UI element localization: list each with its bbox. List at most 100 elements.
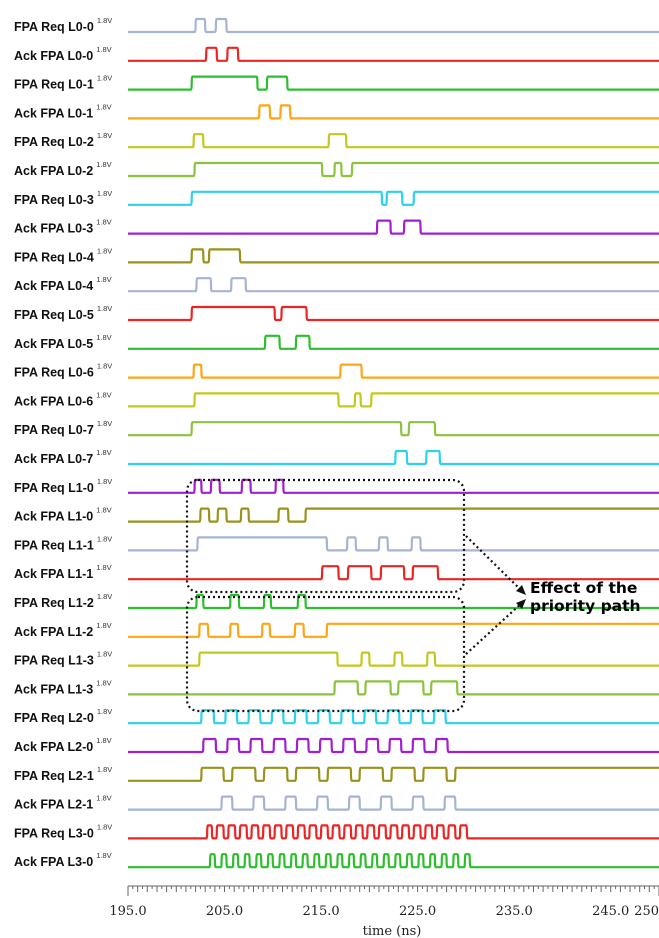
waveform-ack-fpa-l2-0 (128, 739, 659, 752)
waveform-fpa-req-l0-0 (128, 19, 659, 32)
voltage-label: 1.8V (97, 74, 112, 83)
signal-traces (128, 19, 659, 867)
voltage-label: 1.8V (97, 650, 112, 659)
waveform-ack-fpa-l0-3 (128, 221, 659, 234)
signal-label-ack-fpa-l1-3: Ack FPA L1-3 (14, 682, 93, 696)
signal-label-ack-fpa-l0-2: Ack FPA L0-2 (14, 164, 93, 178)
waveform-fpa-req-l0-2 (128, 134, 659, 147)
signal-label-ack-fpa-l1-2: Ack FPA L1-2 (14, 625, 93, 639)
voltage-label: 1.8V (96, 851, 111, 860)
voltage-label: 1.8V (96, 218, 111, 227)
waveform-ack-fpa-l0-0 (128, 48, 659, 61)
voltage-label: 1.8V (97, 131, 112, 140)
signal-label-fpa-req-l0-7: FPA Req L0-7 (14, 423, 94, 437)
signal-label-fpa-req-l0-6: FPA Req L0-6 (14, 366, 94, 380)
voltage-label: 1.8V (96, 160, 111, 169)
signal-label-fpa-req-l1-2: FPA Req L1-2 (14, 596, 94, 610)
voltage-label: 1.8V (97, 534, 112, 543)
voltage-label: 1.8V (96, 275, 111, 284)
waveform-ack-fpa-l1-1 (128, 566, 659, 579)
voltage-label: 1.8V (97, 16, 112, 25)
waveform-ack-fpa-l0-1 (128, 105, 659, 118)
x-tick-label: 235.0 (496, 904, 533, 919)
signal-label-ack-fpa-l0-4: Ack FPA L0-4 (14, 279, 93, 293)
signal-label-ack-fpa-l1-1: Ack FPA L1-1 (14, 567, 93, 581)
waveform-ack-fpa-l0-4 (128, 278, 659, 291)
waveform-ack-fpa-l0-5 (128, 336, 659, 349)
waveform-fpa-req-l1-1 (128, 537, 659, 550)
waveform-fpa-req-l1-0 (128, 480, 659, 493)
signal-label-ack-fpa-l2-1: Ack FPA L2-1 (14, 798, 93, 812)
annotation-arrow-upper (466, 536, 523, 592)
x-axis: 195.0 205.0 215.0 225.0 235.0 245.0 250 (109, 886, 659, 919)
waveform-fpa-req-l0-6 (128, 365, 659, 378)
voltage-label: 1.8V (96, 621, 111, 630)
voltage-label: 1.8V (96, 736, 111, 745)
annotation-arrow-lower (466, 602, 523, 654)
signal-label-fpa-req-l0-3: FPA Req L0-3 (14, 193, 94, 207)
x-tick-label: 215.0 (302, 904, 339, 919)
voltage-label: 1.8V (96, 506, 111, 515)
waveform-fpa-req-l1-3 (128, 653, 659, 666)
voltage-label: 1.8V (97, 592, 112, 601)
x-axis-title: time (ns) (363, 924, 422, 938)
waveform-ack-fpa-l3-0 (128, 854, 659, 867)
voltage-label: 1.8V (97, 362, 112, 371)
signal-label-fpa-req-l0-4: FPA Req L0-4 (14, 250, 94, 264)
signal-label-ack-fpa-l0-1: Ack FPA L0-1 (14, 106, 93, 120)
waveform-ack-fpa-l1-2 (128, 624, 659, 637)
waveform-fpa-req-l2-1 (128, 768, 659, 781)
waveform-fpa-req-l0-1 (128, 77, 659, 90)
waveform-fpa-req-l2-0 (128, 710, 659, 723)
signal-label-ack-fpa-l2-0: Ack FPA L2-0 (14, 740, 93, 754)
x-tick-label: 250 (634, 904, 659, 919)
voltage-label: 1.8V (96, 563, 111, 572)
waveform-ack-fpa-l1-3 (128, 681, 659, 694)
voltage-label: 1.8V (96, 390, 111, 399)
signal-label-ack-fpa-l0-6: Ack FPA L0-6 (14, 394, 93, 408)
voltage-label: 1.8V (96, 333, 111, 342)
signal-label-fpa-req-l0-0: FPA Req L0-0 (14, 20, 94, 34)
waveform-ack-fpa-l0-2 (128, 163, 659, 176)
voltage-label: 1.8V (96, 45, 111, 54)
waveform-fpa-req-l3-0 (128, 825, 659, 838)
signal-label-fpa-req-l0-5: FPA Req L0-5 (14, 308, 94, 322)
waveform-fpa-req-l0-4 (128, 249, 659, 262)
waveform-fpa-req-l0-5 (128, 307, 659, 320)
signal-label-fpa-req-l2-0: FPA Req L2-0 (14, 711, 94, 725)
signal-label-fpa-req-l0-1: FPA Req L0-1 (14, 78, 94, 92)
signal-label-ack-fpa-l0-7: Ack FPA L0-7 (14, 452, 93, 466)
signal-label-ack-fpa-l1-0: Ack FPA L1-0 (14, 510, 93, 524)
annotation-line-1: Effect of the (530, 579, 637, 597)
voltage-label: 1.8V (96, 102, 111, 111)
voltage-label: 1.8V (97, 304, 112, 313)
voltage-label: 1.8V (96, 678, 111, 687)
voltage-label: 1.8V (97, 822, 112, 831)
annotation-line-2: priority path (530, 597, 641, 615)
signal-label-ack-fpa-l3-0: Ack FPA L3-0 (14, 855, 93, 869)
voltage-label: 1.8V (96, 794, 111, 803)
x-tick-label: 225.0 (399, 904, 436, 919)
signal-label-ack-fpa-l0-5: Ack FPA L0-5 (14, 337, 93, 351)
waveform-ack-fpa-l0-6 (128, 393, 659, 406)
voltage-label: 1.8V (97, 189, 112, 198)
voltage-label: 1.8V (97, 477, 112, 486)
waveform-ack-fpa-l0-7 (128, 451, 659, 464)
signal-label-ack-fpa-l0-3: Ack FPA L0-3 (14, 222, 93, 236)
signal-label-fpa-req-l1-1: FPA Req L1-1 (14, 538, 94, 552)
waveform-ack-fpa-l1-0 (128, 509, 659, 522)
voltage-label: 1.8V (97, 419, 112, 428)
arrowhead-upper (516, 585, 526, 595)
waveform-ack-fpa-l2-1 (128, 797, 659, 810)
signal-label-fpa-req-l1-3: FPA Req L1-3 (14, 654, 94, 668)
voltage-label: 1.8V (97, 246, 112, 255)
waveform-fpa-req-l0-3 (128, 192, 659, 205)
signal-label-fpa-req-l1-0: FPA Req L1-0 (14, 481, 94, 495)
signal-label-fpa-req-l2-1: FPA Req L2-1 (14, 769, 94, 783)
waveform-fpa-req-l0-7 (128, 422, 659, 435)
voltage-label: 1.8V (96, 448, 111, 457)
voltage-label: 1.8V (97, 765, 112, 774)
x-tick-label: 245.0 (592, 904, 629, 919)
